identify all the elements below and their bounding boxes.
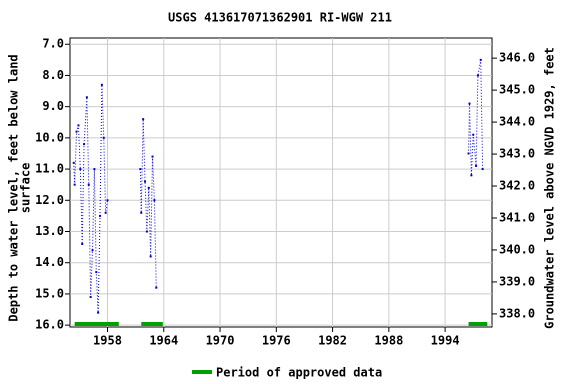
y-tick-label: 8.0 — [42, 68, 64, 82]
x-tick-label: 1994 — [431, 334, 460, 348]
data-point — [155, 286, 158, 289]
data-point — [75, 130, 78, 133]
data-point — [95, 271, 98, 274]
data-point — [153, 199, 156, 202]
y-tick-label: 15.0 — [35, 286, 64, 300]
y2-tick-label: 339.0 — [499, 274, 535, 288]
x-tick-label: 1964 — [149, 334, 178, 348]
series-line — [468, 59, 484, 176]
data-point — [145, 230, 148, 233]
legend-swatch — [192, 370, 212, 374]
data-point — [104, 211, 107, 214]
legend-label: Period of approved data — [216, 366, 382, 380]
y-axis-label: Depth to water level, feet below land — [7, 54, 21, 321]
data-point — [79, 168, 82, 171]
y2-tick-label: 342.0 — [499, 179, 535, 193]
y-axis-label: surface — [19, 163, 33, 214]
data-point — [479, 58, 482, 61]
data-point — [81, 242, 84, 245]
data-point — [99, 214, 102, 217]
data-point — [93, 168, 96, 171]
data-point — [91, 249, 94, 252]
series-line — [73, 84, 109, 313]
data-point — [72, 161, 75, 164]
data-point — [83, 143, 86, 146]
data-point — [467, 152, 470, 155]
data-point — [87, 183, 90, 186]
data-point — [89, 296, 92, 299]
chart-title: USGS 413617071362901 RI-WGW 211 — [168, 11, 392, 25]
data-point — [140, 211, 143, 214]
y-tick-label: 7.0 — [42, 37, 64, 51]
y-tick-label: 12.0 — [35, 193, 64, 207]
y-tick-label: 13.0 — [35, 224, 64, 238]
series-line — [139, 119, 157, 288]
data-point — [77, 124, 80, 127]
data-point — [149, 255, 152, 258]
data-point — [139, 168, 142, 171]
y2-tick-label: 338.0 — [499, 306, 535, 320]
data-point — [142, 118, 145, 121]
y2-tick-label: 346.0 — [499, 51, 535, 65]
data-point — [468, 102, 471, 105]
approved-period — [468, 322, 488, 326]
y2-tick-label: 343.0 — [499, 147, 535, 161]
y-tick-label: 10.0 — [35, 130, 64, 144]
data-point — [475, 164, 478, 167]
data-point — [144, 180, 147, 183]
x-tick-label: 1982 — [318, 334, 347, 348]
x-tick-label: 1958 — [93, 334, 122, 348]
y2-axis-label: Groundwater level above NGVD 1929, feet — [543, 47, 557, 329]
y2-tick-label: 340.0 — [499, 242, 535, 256]
data-point — [73, 183, 76, 186]
data-point — [106, 199, 109, 202]
data-point — [147, 186, 150, 189]
y2-tick-label: 344.0 — [499, 115, 535, 129]
data-point — [481, 168, 484, 171]
approved-period — [141, 322, 163, 326]
y-tick-label: 14.0 — [35, 255, 64, 269]
x-tick-label: 1988 — [374, 334, 403, 348]
data-point — [151, 155, 154, 158]
x-tick-label: 1970 — [206, 334, 235, 348]
approved-period — [74, 322, 119, 326]
data-point — [102, 136, 105, 139]
data-point — [85, 96, 88, 99]
y-tick-label: 16.0 — [35, 318, 64, 332]
data-point — [100, 83, 103, 86]
y2-tick-label: 341.0 — [499, 210, 535, 224]
plot-frame — [69, 37, 493, 328]
y-tick-label: 11.0 — [35, 162, 64, 176]
data-point — [472, 133, 475, 136]
data-point — [470, 174, 473, 177]
data-point — [476, 74, 479, 77]
data-point — [97, 311, 100, 314]
x-tick-label: 1976 — [262, 334, 291, 348]
y-tick-label: 9.0 — [42, 99, 64, 113]
y2-tick-label: 345.0 — [499, 83, 535, 97]
